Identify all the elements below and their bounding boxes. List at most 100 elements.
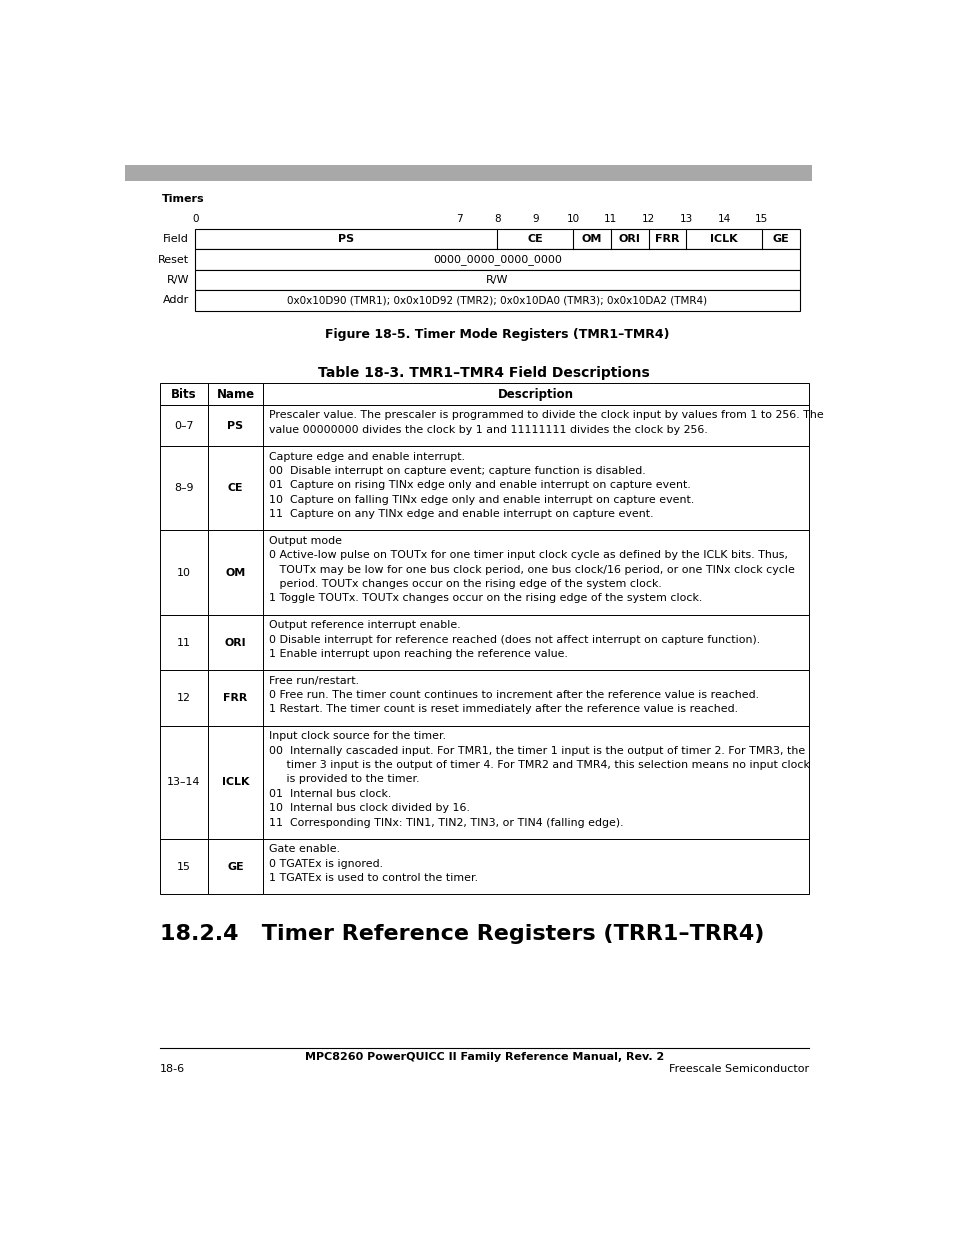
Text: ORI: ORI bbox=[618, 235, 640, 245]
Text: PS: PS bbox=[227, 421, 243, 431]
Text: Name: Name bbox=[216, 388, 254, 400]
Bar bbox=[262, 615, 808, 671]
Text: Addr: Addr bbox=[163, 295, 189, 305]
Text: 1 Toggle TOUTx. TOUTx changes occur on the rising edge of the system clock.: 1 Toggle TOUTx. TOUTx changes occur on t… bbox=[269, 593, 701, 604]
Text: R/W: R/W bbox=[486, 275, 508, 285]
Bar bbox=[262, 530, 808, 615]
Text: 11: 11 bbox=[176, 637, 191, 647]
Bar bbox=[208, 671, 262, 726]
Text: Description: Description bbox=[497, 388, 573, 400]
Bar bbox=[208, 446, 262, 530]
Text: FRR: FRR bbox=[223, 693, 248, 703]
Bar bbox=[262, 726, 808, 839]
Bar bbox=[262, 839, 808, 894]
Text: Freescale Semiconductor: Freescale Semiconductor bbox=[668, 1063, 808, 1073]
Text: 10  Internal bus clock divided by 16.: 10 Internal bus clock divided by 16. bbox=[269, 803, 469, 813]
Text: 1 Enable interrupt upon reaching the reference value.: 1 Enable interrupt upon reaching the ref… bbox=[269, 648, 567, 659]
Text: 18-6: 18-6 bbox=[159, 1063, 185, 1073]
Bar bbox=[159, 405, 208, 446]
Text: 0 Active-low pulse on TOUTx for one timer input clock cycle as defined by the IC: 0 Active-low pulse on TOUTx for one time… bbox=[269, 551, 787, 561]
Text: OM: OM bbox=[225, 568, 245, 578]
Text: 0 Free run. The timer count continues to increment after the reference value is : 0 Free run. The timer count continues to… bbox=[269, 690, 758, 700]
Text: 8: 8 bbox=[494, 215, 500, 225]
Text: value 00000000 divides the clock by 1 and 11111111 divides the clock by 256.: value 00000000 divides the clock by 1 an… bbox=[269, 425, 707, 435]
Text: ICLK: ICLK bbox=[710, 235, 738, 245]
Text: Timers: Timers bbox=[162, 194, 204, 205]
Text: Gate enable.: Gate enable. bbox=[269, 845, 339, 855]
Bar bbox=[159, 615, 208, 671]
Text: is provided to the timer.: is provided to the timer. bbox=[269, 774, 419, 784]
Text: 01  Internal bus clock.: 01 Internal bus clock. bbox=[269, 789, 391, 799]
Text: CE: CE bbox=[527, 235, 542, 245]
Text: 00  Internally cascaded input. For TMR1, the timer 1 input is the output of time: 00 Internally cascaded input. For TMR1, … bbox=[269, 746, 804, 756]
Text: 1 TGATEx is used to control the timer.: 1 TGATEx is used to control the timer. bbox=[269, 873, 477, 883]
Bar bbox=[262, 446, 808, 530]
Bar bbox=[195, 228, 799, 249]
Bar bbox=[159, 383, 208, 405]
Text: CE: CE bbox=[228, 483, 243, 493]
Bar bbox=[195, 290, 799, 311]
Bar bbox=[208, 726, 262, 839]
Text: timer 3 input is the output of timer 4. For TMR2 and TMR4, this selection means : timer 3 input is the output of timer 4. … bbox=[269, 760, 809, 769]
Bar bbox=[195, 270, 799, 290]
Text: 0 TGATEx is ignored.: 0 TGATEx is ignored. bbox=[269, 858, 382, 868]
Bar bbox=[208, 615, 262, 671]
Bar bbox=[262, 671, 808, 726]
Text: FRR: FRR bbox=[655, 235, 679, 245]
Text: 0–7: 0–7 bbox=[174, 421, 193, 431]
Text: 15: 15 bbox=[177, 862, 191, 872]
Text: 13: 13 bbox=[679, 215, 692, 225]
Text: Output mode: Output mode bbox=[269, 536, 341, 546]
Text: Figure 18-5. Timer Mode Registers (TMR1–TMR4): Figure 18-5. Timer Mode Registers (TMR1–… bbox=[325, 327, 669, 341]
Text: 0x0x10D90 (TMR1); 0x0x10D92 (TMR2); 0x0x10DA0 (TMR3); 0x0x10DA2 (TMR4): 0x0x10D90 (TMR1); 0x0x10D92 (TMR2); 0x0x… bbox=[287, 295, 707, 305]
Text: PS: PS bbox=[338, 235, 354, 245]
Bar bbox=[195, 249, 799, 270]
Text: 11  Capture on any TINx edge and enable interrupt on capture event.: 11 Capture on any TINx edge and enable i… bbox=[269, 509, 653, 519]
Text: Output reference interrupt enable.: Output reference interrupt enable. bbox=[269, 620, 460, 630]
Text: Prescaler value. The prescaler is programmed to divide the clock input by values: Prescaler value. The prescaler is progra… bbox=[269, 410, 822, 420]
Text: 15: 15 bbox=[755, 215, 768, 225]
Text: GE: GE bbox=[227, 862, 244, 872]
Text: 10: 10 bbox=[566, 215, 579, 225]
Text: 00  Disable interrupt on capture event; capture function is disabled.: 00 Disable interrupt on capture event; c… bbox=[269, 466, 645, 475]
Text: R/W: R/W bbox=[167, 275, 189, 285]
Text: Field: Field bbox=[163, 235, 189, 245]
Text: 0: 0 bbox=[192, 215, 198, 225]
Text: 9: 9 bbox=[532, 215, 538, 225]
Bar bbox=[159, 839, 208, 894]
Text: 7: 7 bbox=[456, 215, 462, 225]
Bar bbox=[262, 405, 808, 446]
Text: GE: GE bbox=[772, 235, 788, 245]
Bar bbox=[159, 446, 208, 530]
Bar bbox=[208, 405, 262, 446]
Text: 8–9: 8–9 bbox=[174, 483, 193, 493]
Bar bbox=[208, 839, 262, 894]
Text: Free run/restart.: Free run/restart. bbox=[269, 676, 358, 685]
Text: MPC8260 PowerQUICC II Family Reference Manual, Rev. 2: MPC8260 PowerQUICC II Family Reference M… bbox=[304, 1052, 663, 1062]
Text: 18.2.4   Timer Reference Registers (TRR1–TRR4): 18.2.4 Timer Reference Registers (TRR1–T… bbox=[159, 924, 763, 944]
Text: 11: 11 bbox=[603, 215, 617, 225]
Text: 12: 12 bbox=[177, 693, 191, 703]
Text: 14: 14 bbox=[717, 215, 730, 225]
Bar bbox=[159, 530, 208, 615]
Text: TOUTx may be low for one bus clock period, one bus clock/16 period, or one TINx : TOUTx may be low for one bus clock perio… bbox=[269, 564, 794, 574]
Text: 01  Capture on rising TINx edge only and enable interrupt on capture event.: 01 Capture on rising TINx edge only and … bbox=[269, 480, 690, 490]
Text: Input clock source for the timer.: Input clock source for the timer. bbox=[269, 731, 445, 741]
Text: 13–14: 13–14 bbox=[167, 777, 200, 788]
Text: Reset: Reset bbox=[157, 254, 189, 264]
Text: 10  Capture on falling TINx edge only and enable interrupt on capture event.: 10 Capture on falling TINx edge only and… bbox=[269, 495, 694, 505]
Bar bbox=[125, 165, 811, 180]
Text: OM: OM bbox=[581, 235, 601, 245]
Text: 0000_0000_0000_0000: 0000_0000_0000_0000 bbox=[433, 254, 561, 266]
Text: 1 Restart. The timer count is reset immediately after the reference value is rea: 1 Restart. The timer count is reset imme… bbox=[269, 704, 737, 715]
Bar bbox=[262, 383, 808, 405]
Text: ORI: ORI bbox=[225, 637, 246, 647]
Text: Bits: Bits bbox=[171, 388, 196, 400]
Bar bbox=[208, 383, 262, 405]
Text: 11  Corresponding TINx: TIN1, TIN2, TIN3, or TIN4 (falling edge).: 11 Corresponding TINx: TIN1, TIN2, TIN3,… bbox=[269, 818, 622, 827]
Text: Capture edge and enable interrupt.: Capture edge and enable interrupt. bbox=[269, 452, 464, 462]
Text: 10: 10 bbox=[176, 568, 191, 578]
Text: 12: 12 bbox=[641, 215, 655, 225]
Text: Table 18-3. TMR1–TMR4 Field Descriptions: Table 18-3. TMR1–TMR4 Field Descriptions bbox=[318, 366, 649, 380]
Text: ICLK: ICLK bbox=[221, 777, 249, 788]
